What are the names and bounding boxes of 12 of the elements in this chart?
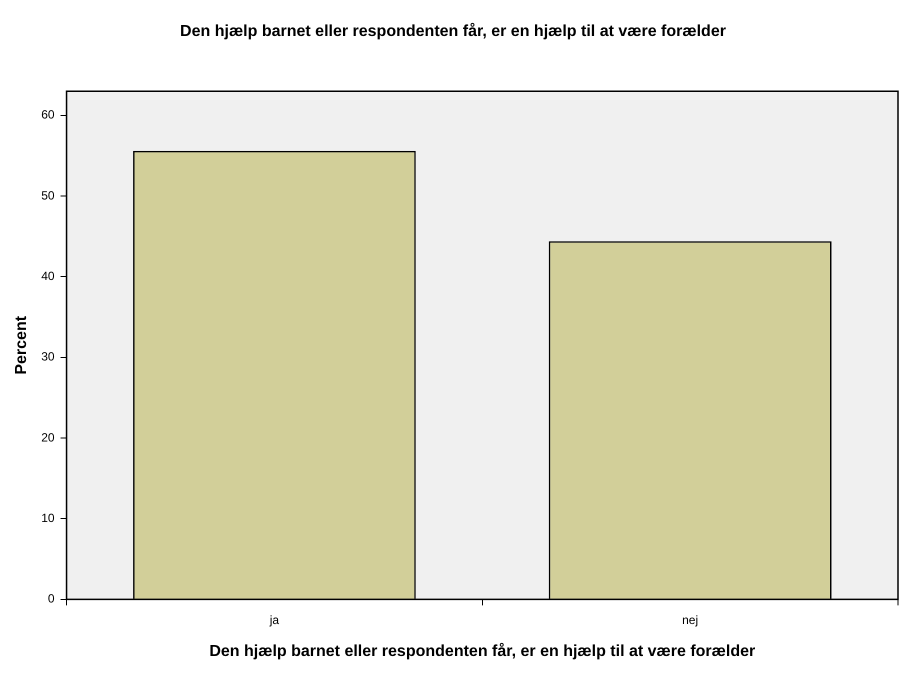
y-tick-label: 10: [41, 511, 55, 526]
x-axis-title: Den hjælp barnet eller respondenten får, er en hjælp til at være forælder: [209, 642, 756, 660]
y-axis-title: Percent: [13, 315, 30, 375]
y-tick-label: 60: [41, 108, 55, 122]
x-tick-label: nej: [682, 612, 698, 627]
y-tick-label: 50: [41, 188, 55, 202]
x-tick-label: ja: [268, 612, 280, 627]
y-tick-label: 20: [41, 430, 55, 444]
chart-title: Den hjælp barnet eller respondenten får, er en hjælp til at være forælder: [180, 22, 726, 40]
y-tick-label: 0: [48, 592, 55, 606]
y-tick-label: 40: [41, 269, 55, 284]
y-tick-label: 30: [41, 350, 55, 364]
